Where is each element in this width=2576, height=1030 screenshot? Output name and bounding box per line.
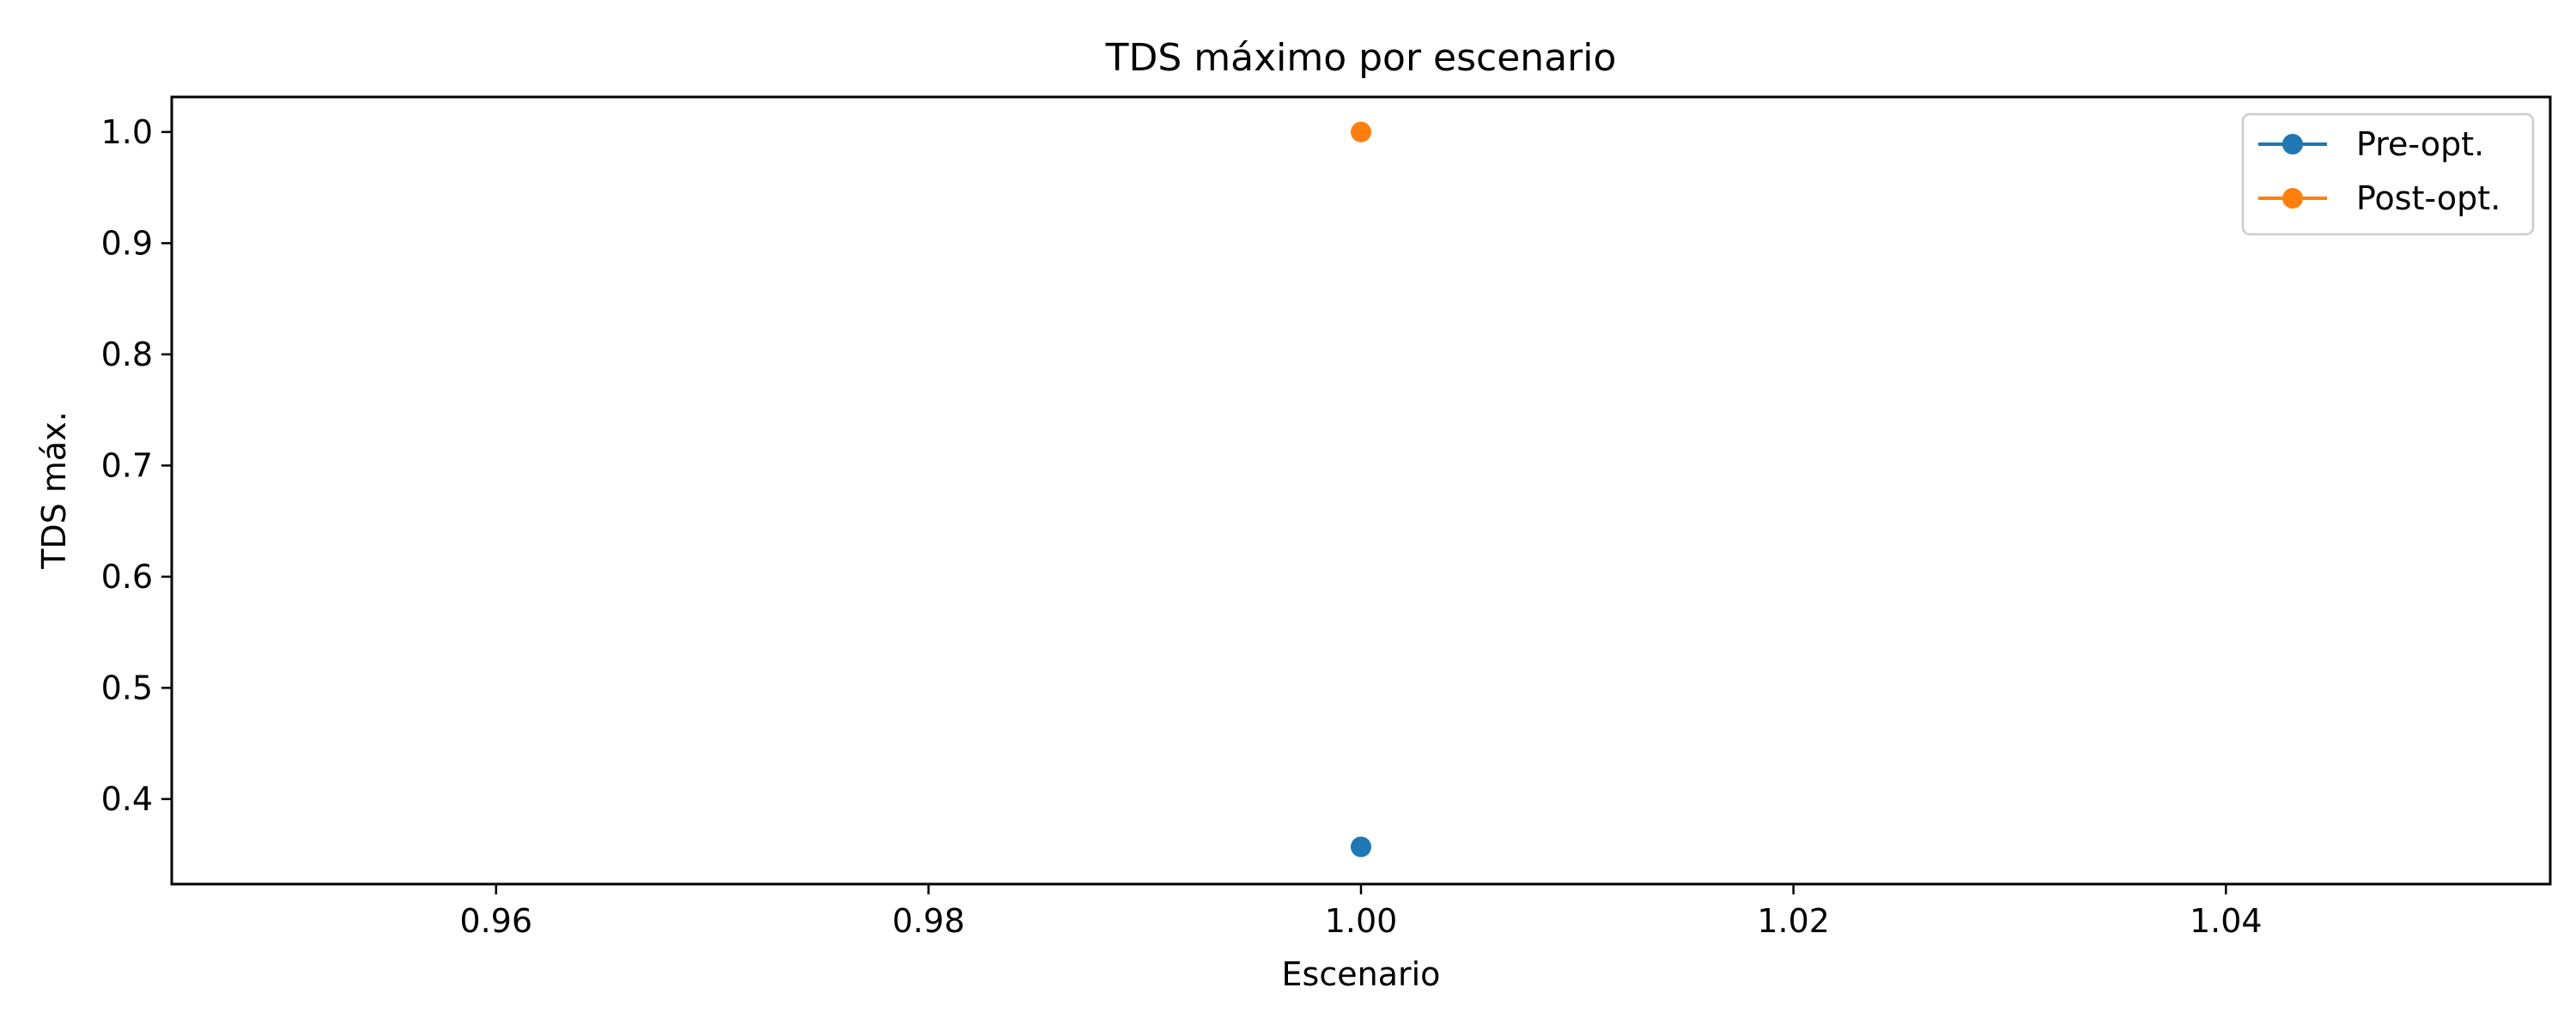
y-tick-label: 0.9 — [101, 224, 153, 262]
y-axis: 0.4 0.5 0.6 0.7 0.8 0.9 1.0 — [101, 113, 172, 818]
legend-label: Pre-opt. — [2356, 125, 2484, 163]
x-axis-label: Escenario — [1282, 955, 1441, 993]
x-tick-label: 1.00 — [1325, 902, 1398, 940]
legend-marker — [2282, 188, 2303, 209]
chart-title: TDS máximo por escenario — [1105, 36, 1617, 80]
data-point-post-opt — [1351, 121, 1371, 142]
x-tick-label: 1.04 — [2190, 902, 2263, 940]
x-tick-label: 0.96 — [459, 902, 532, 940]
y-axis-label: TDS máx. — [35, 411, 73, 570]
y-tick-label: 0.6 — [101, 558, 153, 596]
data-points — [1351, 121, 1371, 857]
y-tick-label: 0.4 — [101, 780, 153, 818]
y-tick-label: 1.0 — [101, 113, 153, 151]
y-tick-label: 0.8 — [101, 336, 153, 373]
data-point-pre-opt — [1351, 836, 1371, 857]
legend-label: Post-opt. — [2356, 179, 2500, 217]
y-tick-label: 0.5 — [101, 669, 153, 706]
plot-frame — [170, 95, 2552, 886]
legend: Pre-opt. Post-opt. — [2241, 112, 2535, 236]
legend-marker — [2282, 134, 2303, 154]
x-tick-label: 0.98 — [892, 902, 965, 940]
x-tick-label: 1.02 — [1757, 902, 1830, 940]
x-axis: 0.96 0.98 1.00 1.02 1.04 — [459, 884, 2263, 940]
y-tick-label: 0.7 — [101, 446, 153, 484]
